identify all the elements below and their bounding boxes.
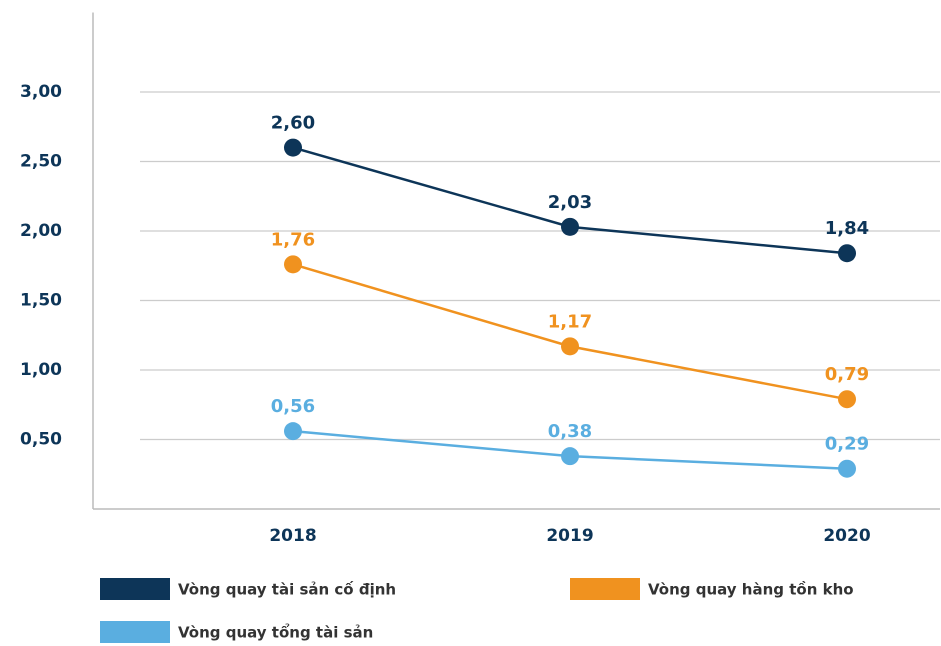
y-tick-label: 2,50 xyxy=(20,152,62,172)
data-label: 1,17 xyxy=(548,311,592,332)
point xyxy=(284,422,302,441)
x-tick-label: 2020 xyxy=(823,526,870,546)
data-label: 2,03 xyxy=(548,192,592,213)
point xyxy=(838,459,856,478)
point xyxy=(838,244,856,263)
legend-swatch xyxy=(100,578,170,600)
x-tick-label: 2018 xyxy=(269,526,316,546)
data-label: 1,76 xyxy=(271,229,315,250)
legend-label: Vòng quay tổng tài sản xyxy=(178,623,373,642)
x-tick-label: 2019 xyxy=(546,526,593,546)
point xyxy=(561,217,579,236)
y-tick-label: 1,50 xyxy=(20,291,62,311)
data-label: 1,84 xyxy=(825,218,869,239)
y-tick-label: 3,00 xyxy=(20,82,62,102)
y-tick-label: 1,00 xyxy=(20,360,62,380)
legend-swatch xyxy=(100,621,170,643)
point xyxy=(838,390,856,409)
y-tick-label: 2,00 xyxy=(20,221,62,241)
legend-label: Vòng quay hàng tồn kho xyxy=(648,580,854,599)
data-label: 2,60 xyxy=(271,113,315,134)
legend-swatch xyxy=(570,578,640,600)
legend-label: Vòng quay tài sản cố định xyxy=(178,580,396,599)
point xyxy=(284,138,302,157)
y-tick-label: 0,50 xyxy=(20,430,62,450)
data-label: 0,56 xyxy=(271,396,315,417)
data-label: 0,38 xyxy=(548,421,592,442)
data-label: 0,79 xyxy=(825,364,869,385)
point xyxy=(561,337,579,356)
data-label: 0,29 xyxy=(825,434,869,455)
point xyxy=(561,447,579,466)
point xyxy=(284,255,302,274)
